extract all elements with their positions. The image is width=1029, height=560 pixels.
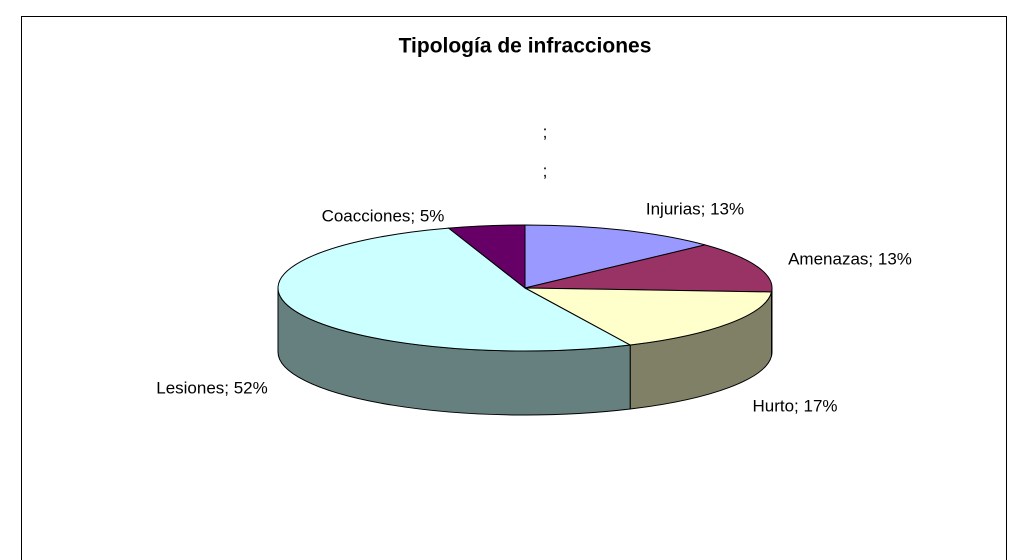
data-label: ; xyxy=(543,161,548,180)
slice xyxy=(524,224,706,289)
data-label: Amenazas; 13% xyxy=(788,249,912,268)
slice xyxy=(277,227,632,352)
data-label: Hurto; 17% xyxy=(752,396,837,415)
data-label: Lesiones; 52% xyxy=(156,378,268,397)
chart-title: Tipología de infracciones xyxy=(399,35,652,58)
slice xyxy=(524,244,773,293)
data-label: Coacciones; 5% xyxy=(322,206,445,225)
data-label: Injurias; 13% xyxy=(646,199,744,218)
slice xyxy=(524,287,773,346)
data-label: ; xyxy=(543,122,548,141)
